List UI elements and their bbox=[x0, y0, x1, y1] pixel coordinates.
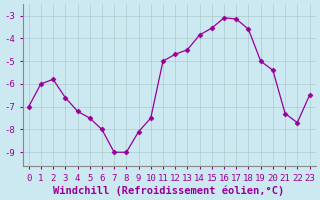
X-axis label: Windchill (Refroidissement éolien,°C): Windchill (Refroidissement éolien,°C) bbox=[53, 185, 285, 196]
